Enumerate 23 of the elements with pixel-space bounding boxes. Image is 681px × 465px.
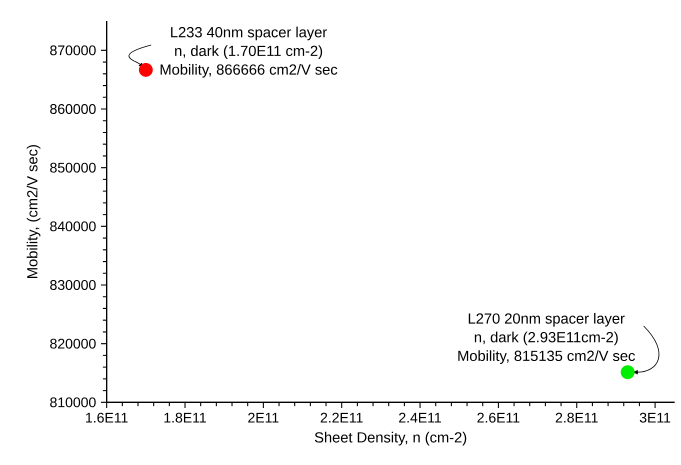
y-tick-label: 870000 (50, 45, 96, 56)
x-tick-label: 2.8E11 (556, 412, 598, 423)
y-tick-label: 810000 (50, 397, 96, 408)
x-tick-label: 1.8E11 (164, 412, 206, 423)
y-tick-label: 860000 (50, 104, 96, 114)
annotation: Mobility, 815135 cm2/V sec (458, 350, 635, 364)
y-tick-label: 850000 (50, 162, 96, 173)
x-tick-label: 3E11 (640, 412, 670, 423)
y-tick-label: 820000 (50, 338, 96, 349)
x-tick-label: 2.6E11 (477, 412, 520, 423)
y-tick-label: 840000 (50, 221, 96, 232)
x-tick-label: 2.4E11 (399, 412, 442, 423)
x-tick-label: 2.2E11 (320, 412, 363, 423)
x-axis-title: Sheet Density, n (cm-2) (314, 432, 466, 446)
y-axis-title: Mobility, (cm2/V sec) (26, 145, 40, 278)
y-tick-label: 830000 (50, 280, 96, 290)
annotation: L270 20nm spacer layer (468, 312, 625, 327)
annotation: n, dark (2.93E11cm-2) (474, 332, 618, 346)
annotation: n, dark (1.70E11 cm-2) (175, 45, 322, 59)
annotation: Mobility, 866666 cm2/V sec (160, 64, 338, 78)
x-tick-label: 1.6E11 (86, 412, 128, 423)
annotation: L233 40nm spacer layer (171, 26, 327, 40)
x-tick-label: 2E11 (248, 412, 278, 423)
